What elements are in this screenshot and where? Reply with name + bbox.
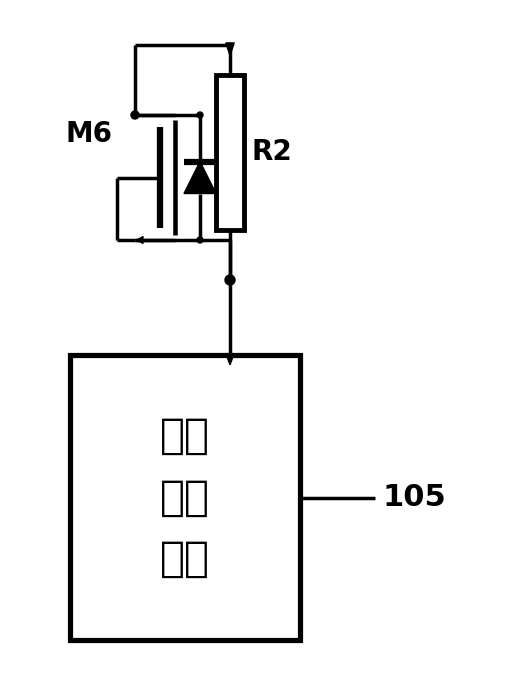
Polygon shape: [226, 43, 234, 56]
Circle shape: [197, 237, 203, 243]
Text: 第二
稳压
单元: 第二 稳压 单元: [160, 415, 210, 580]
Text: M6: M6: [65, 120, 112, 148]
Circle shape: [225, 275, 235, 285]
Text: R2: R2: [252, 139, 293, 166]
Circle shape: [197, 112, 203, 118]
FancyBboxPatch shape: [216, 75, 244, 230]
Polygon shape: [137, 237, 143, 244]
Text: 105: 105: [383, 483, 447, 512]
Polygon shape: [184, 161, 216, 193]
Polygon shape: [226, 354, 234, 365]
Bar: [70, 355, 300, 640]
Circle shape: [131, 111, 139, 119]
